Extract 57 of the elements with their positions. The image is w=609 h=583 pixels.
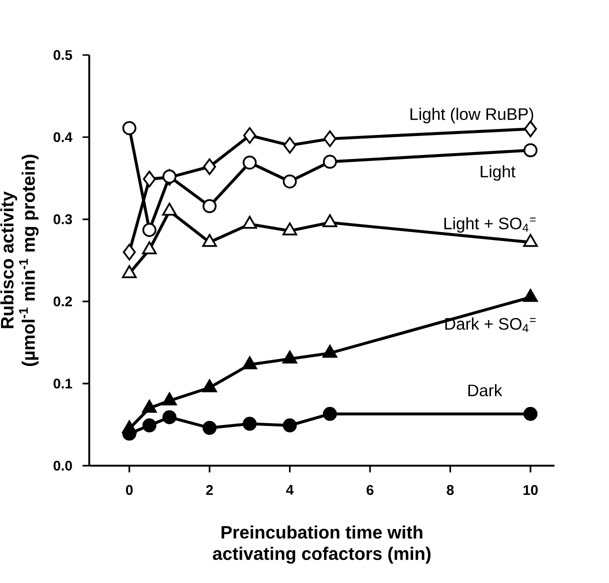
x-tick-label: 8	[446, 485, 454, 495]
point	[323, 130, 336, 148]
point	[202, 234, 217, 247]
series-label: Light	[480, 165, 516, 181]
point	[202, 420, 217, 435]
point	[322, 214, 338, 228]
text: Rubisco activity	[0, 191, 18, 328]
point	[202, 379, 217, 392]
x-tick-label: 0	[126, 485, 133, 495]
y-tick-label: 0.0	[54, 460, 72, 471]
point	[122, 265, 137, 278]
point	[282, 222, 298, 236]
x-tick-label: 10	[524, 485, 538, 495]
text: Preincubation time with	[222, 525, 422, 539]
point	[282, 174, 297, 188]
text: (µmol$^{-1}$ min$^{-1}$ mg protein)	[19, 154, 39, 366]
point	[242, 356, 258, 370]
point	[162, 410, 176, 424]
point	[523, 234, 538, 247]
point	[322, 154, 337, 169]
y-tick-label: 0.3	[54, 214, 72, 224]
x-tick-label: 2	[206, 485, 213, 495]
x-tick-label: 4	[286, 485, 294, 495]
y-tick-label: 0.2	[54, 296, 72, 306]
point	[524, 120, 537, 138]
y-tick-label: 0.4	[54, 132, 72, 142]
series-label: Dark	[468, 384, 502, 396]
point	[142, 241, 157, 254]
point	[122, 121, 136, 136]
point	[142, 418, 156, 432]
point	[242, 156, 257, 170]
point	[523, 288, 538, 302]
text: activating cofactors (min)	[212, 546, 430, 564]
point	[203, 158, 216, 176]
y-tick-label: 0.5	[54, 50, 72, 60]
point	[202, 199, 217, 214]
series-label: Light + SO$_{4}$=	[444, 217, 536, 233]
point	[322, 344, 338, 358]
point	[523, 143, 538, 158]
point	[322, 406, 337, 421]
point	[162, 202, 177, 216]
point	[242, 216, 258, 229]
x-tick-label: 6	[366, 485, 374, 495]
point	[142, 170, 156, 188]
point	[243, 127, 256, 144]
series-label: Light (low RuBP)	[410, 108, 534, 124]
point	[162, 170, 176, 184]
point	[523, 406, 538, 421]
point	[282, 350, 298, 364]
point	[242, 416, 257, 431]
point	[282, 418, 297, 432]
point	[122, 244, 136, 260]
point	[142, 400, 157, 413]
point	[142, 222, 156, 237]
y-tick-label: 0.1	[54, 378, 72, 388]
point	[162, 392, 177, 406]
point	[283, 137, 296, 154]
